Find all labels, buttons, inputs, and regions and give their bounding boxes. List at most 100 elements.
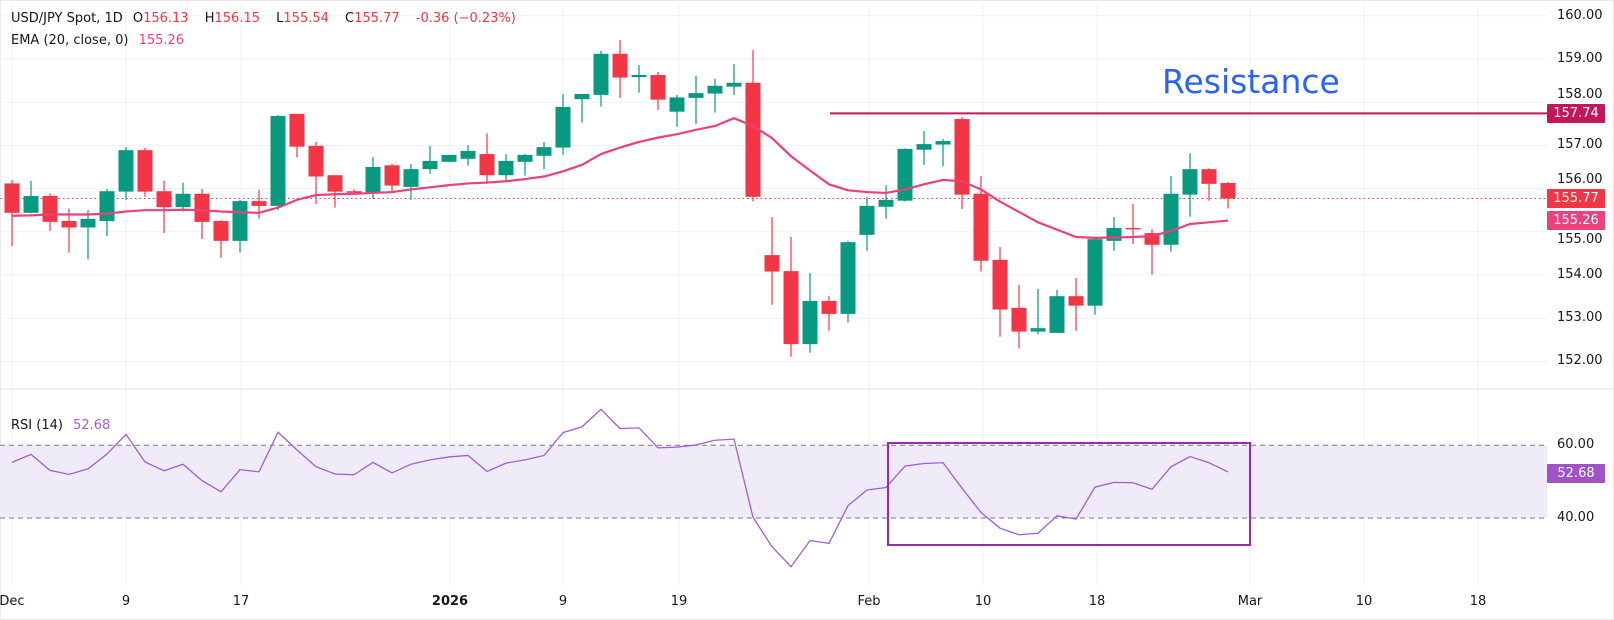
candle-body [232, 201, 248, 241]
candle-bullish [878, 185, 894, 219]
candle-bearish [612, 39, 628, 98]
close-label: C [345, 11, 355, 26]
candle-body [156, 191, 172, 208]
candle-bullish [669, 94, 685, 127]
candle-body [593, 53, 609, 95]
candle-bullish [536, 141, 552, 170]
candle-body [764, 255, 780, 272]
price-legend: USD/JPY Spot, 1D O156.13 H156.15 L155.54… [11, 11, 522, 26]
candle-bullish [916, 131, 932, 165]
rsi-tick-label: 60.00 [1557, 437, 1595, 453]
candle-body [1144, 233, 1160, 245]
candle-bearish [327, 175, 343, 208]
low-label: L [276, 11, 284, 26]
candle-bullish [1049, 290, 1065, 333]
candle-bullish [1163, 176, 1179, 252]
candle-body [99, 191, 115, 221]
candle-bearish [42, 193, 58, 231]
candle-bearish [992, 246, 1008, 337]
candle-body [422, 160, 438, 170]
rsi-value-tag: 52.68 [1547, 464, 1605, 483]
candle-body [745, 82, 761, 197]
candle-body [650, 74, 666, 100]
close-value: 155.77 [354, 11, 400, 26]
candle-bullish [460, 144, 476, 166]
x-tick-label: 18 [1088, 594, 1106, 609]
x-tick-label: 17 [232, 594, 250, 609]
candle-bullish [726, 64, 742, 95]
candle-body [916, 144, 932, 150]
open-value: 156.13 [143, 11, 189, 26]
candle-body [897, 148, 913, 201]
candle-bullish [897, 148, 913, 202]
rsi-label: RSI (14) [11, 418, 63, 433]
candle-bullish [1087, 236, 1103, 315]
candle-body [954, 119, 970, 195]
high-label: H [204, 11, 215, 26]
candle-bearish [346, 189, 362, 193]
y-tick-label: 159.00 [1557, 51, 1603, 66]
candle-bullish [1106, 217, 1122, 251]
ema-label: EMA (20, close, 0) [11, 33, 129, 48]
candle-body [992, 259, 1008, 310]
candle-body [4, 183, 20, 213]
candle-bullish [593, 50, 609, 107]
ema-value: 155.26 [138, 33, 185, 48]
y-tick-label: 157.00 [1557, 137, 1603, 153]
candle-bearish [289, 113, 305, 158]
candle-bullish [175, 182, 191, 212]
rsi-tick-label: 40.00 [1557, 510, 1595, 525]
y-tick-label: 154.00 [1557, 267, 1603, 282]
x-tick-label: Mar [1237, 594, 1263, 609]
candle-bearish [479, 133, 495, 184]
x-tick-label: 2026 [431, 594, 469, 609]
candle-body [1011, 307, 1027, 332]
x-tick-label: 18 [1469, 594, 1487, 609]
candle-body [441, 154, 457, 162]
candle-bullish [802, 272, 818, 353]
candle-bearish [973, 176, 989, 272]
rsi-range-box [887, 442, 1251, 546]
candle-bearish [821, 296, 837, 331]
candle-body [840, 242, 856, 314]
candle-bullish [574, 93, 590, 123]
candle-body [688, 93, 704, 98]
candle-body [726, 82, 742, 87]
candle-bullish [403, 163, 419, 200]
candle-bearish [384, 163, 400, 192]
candle-bullish [707, 78, 723, 113]
resistance-annotation[interactable]: Resistance [1162, 62, 1340, 101]
candle-bullish [840, 240, 856, 323]
candle-body [821, 300, 837, 314]
candle-body [631, 74, 647, 78]
x-tick-label: 19 [670, 594, 688, 609]
candle-body [327, 175, 343, 192]
candle-bullish [688, 75, 704, 125]
candle-body [859, 205, 875, 235]
candle-bearish [650, 71, 666, 110]
candle-bearish [1068, 278, 1084, 331]
rsi-line [11, 408, 1229, 568]
candle-body [1125, 227, 1141, 230]
candle-body [213, 221, 229, 241]
ema-price-tag: 155.26 [1547, 211, 1605, 230]
x-tick-label: 9 [121, 594, 131, 609]
candle-body [1049, 296, 1065, 333]
candle-bearish [61, 208, 77, 253]
candle-body [251, 201, 267, 206]
candle-body [878, 199, 894, 207]
candle-bullish [441, 154, 457, 162]
candle-bearish [251, 189, 267, 219]
candle-body [1220, 182, 1236, 199]
candle-body [42, 195, 58, 222]
candle-bullish [935, 138, 951, 167]
candle-bearish [194, 189, 210, 240]
last-price-tag: 155.77 [1547, 189, 1605, 208]
candle-body [80, 218, 96, 228]
candle-bullish [1182, 153, 1198, 217]
candle-bearish [308, 141, 324, 205]
candle-body [175, 193, 191, 208]
candle-body [289, 113, 305, 147]
candle-body [1182, 169, 1198, 195]
